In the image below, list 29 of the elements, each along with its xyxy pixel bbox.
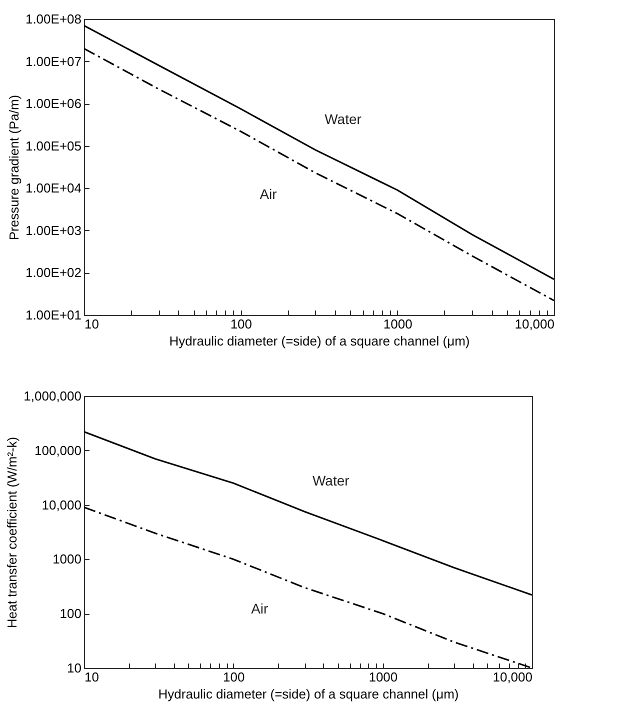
- series-label: Water: [324, 110, 362, 127]
- x-tick-label: 10,000: [492, 670, 532, 684]
- y-tick-label: 1000: [52, 552, 82, 567]
- y-tick-label: 1.00E+01: [25, 308, 82, 322]
- y-tick-label: 1.00E+03: [25, 222, 82, 238]
- x-axis-title: Hydraulic diameter (=side) of a square channel (μm): [158, 686, 459, 702]
- y-tick-label: 10,000: [42, 497, 82, 512]
- y-tick-label: 1.00E+02: [25, 265, 82, 280]
- series-label: Water: [312, 472, 350, 489]
- y-tick-label: 1.00E+05: [25, 138, 82, 154]
- x-axis-title: Hydraulic diameter (=side) of a square channel (μm): [169, 334, 470, 348]
- x-tick-label: 1000: [368, 670, 398, 684]
- y-tick-label: 1,000,000: [24, 388, 82, 404]
- x-tick-label: 10: [84, 316, 99, 332]
- series-label: Air: [251, 600, 269, 617]
- x-tick-label: 100: [230, 316, 252, 332]
- y-axis-title: Heat transfer coefficient (W/m²-k): [4, 436, 20, 628]
- text: Air: [260, 186, 278, 202]
- x-tick-label: 1000: [383, 316, 412, 332]
- y-tick-label: 1.00E+07: [25, 54, 82, 69]
- y-tick-label: 100,000: [34, 442, 82, 458]
- x-tick-label: 10: [84, 670, 99, 684]
- x-tick-label: 100: [222, 670, 245, 684]
- y-tick-label: 1.00E+06: [25, 96, 82, 112]
- y-tick-label: 100: [60, 606, 82, 622]
- x-tick-label: 10,000: [514, 316, 554, 332]
- y-tick-label: 1.00E+04: [25, 180, 82, 196]
- y-tick-label: 1.00E+08: [25, 12, 82, 26]
- y-axis-title: Pressure gradient (Pa/m): [6, 94, 22, 240]
